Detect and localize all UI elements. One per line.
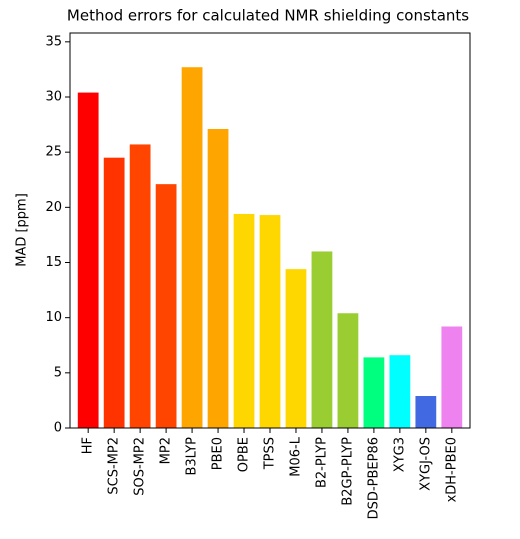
x-tick-label: B2GP-PLYP bbox=[340, 437, 355, 506]
x-tick-label: OPBE bbox=[237, 437, 252, 472]
bar bbox=[233, 213, 255, 428]
bar bbox=[441, 326, 463, 428]
y-tick-label: 5 bbox=[54, 365, 62, 380]
bar bbox=[389, 355, 411, 428]
x-tick-label: HF bbox=[81, 437, 96, 454]
x-tick-label: MP2 bbox=[159, 437, 174, 464]
x-tick-label: PBE0 bbox=[211, 437, 226, 470]
bar bbox=[311, 251, 333, 428]
chart-title: Method errors for calculated NMR shieldi… bbox=[67, 7, 469, 25]
x-tick-label: XYGJ-OS bbox=[418, 437, 433, 491]
y-tick-label: 15 bbox=[45, 255, 62, 270]
bar bbox=[259, 215, 281, 428]
y-tick-label: 20 bbox=[45, 200, 62, 215]
bar bbox=[363, 357, 385, 428]
x-tick-label: xDH-PBE0 bbox=[444, 437, 459, 502]
y-tick-label: 0 bbox=[54, 421, 62, 436]
bar bbox=[207, 128, 229, 428]
bar bbox=[155, 184, 177, 428]
bar bbox=[103, 157, 125, 428]
bar bbox=[415, 396, 437, 428]
x-tick-label: SOS-MP2 bbox=[133, 437, 148, 496]
y-tick-label: 35 bbox=[45, 34, 62, 49]
x-tick-label: B2-PLYP bbox=[314, 437, 329, 488]
bar bbox=[181, 67, 203, 428]
x-tick-label: TPSS bbox=[263, 437, 278, 470]
y-tick-label: 30 bbox=[45, 89, 62, 104]
x-tick-label: SCS-MP2 bbox=[107, 437, 122, 495]
bar bbox=[77, 92, 99, 429]
bar bbox=[285, 269, 307, 428]
x-tick-label: DSD-PBEP86 bbox=[366, 437, 381, 519]
plot-frame bbox=[69, 32, 471, 429]
y-axis-label: MAD [ppm] bbox=[15, 193, 30, 267]
bar bbox=[129, 144, 151, 429]
x-tick-label: B3LYP bbox=[185, 437, 200, 476]
y-tick-label: 25 bbox=[45, 145, 62, 160]
x-tick-label: XYG3 bbox=[392, 437, 407, 472]
bar bbox=[337, 313, 359, 428]
x-tick-label: M06-L bbox=[288, 436, 303, 476]
y-tick-label: 10 bbox=[45, 310, 62, 325]
